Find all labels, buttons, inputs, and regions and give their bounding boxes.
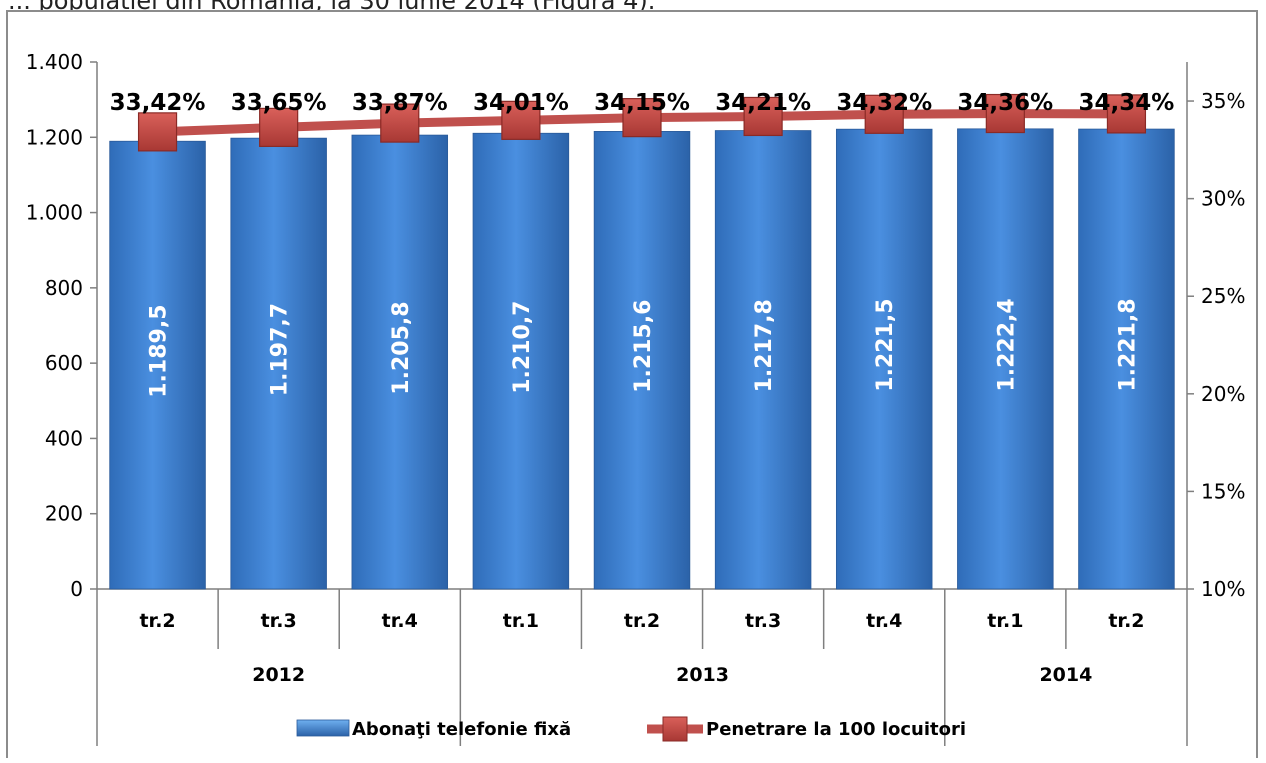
line-marker: [137, 112, 178, 152]
bar: [1078, 128, 1175, 590]
line-value-label: 34,36%: [957, 90, 1053, 116]
legend-label-line: Penetrare la 100 locuitori: [706, 719, 966, 740]
bar: [230, 137, 327, 590]
bar-value-label: 1.217,8: [752, 299, 777, 392]
bar-value-label: 1.210,7: [510, 300, 535, 393]
line-marker: [501, 100, 541, 140]
bar-value-label: 1.221,5: [873, 298, 898, 391]
header-text: ... populației din România, la 30 iunie …: [8, 0, 1258, 12]
bar: [109, 140, 206, 590]
x-tick-label: tr.2: [624, 610, 660, 632]
line-value-label: 34,21%: [715, 90, 811, 116]
legend-label-bars: Abonaţi telefonie fixă: [352, 719, 571, 740]
legend-bar-swatch: [296, 719, 350, 737]
line-value-label: 34,32%: [836, 90, 932, 116]
x-tick-label: tr.1: [503, 610, 539, 632]
y-left-tick-label: 0: [70, 577, 83, 601]
x-tick-label: tr.3: [745, 610, 781, 632]
y-left-tick-label: 400: [45, 426, 83, 450]
bar: [957, 128, 1054, 590]
bar-value-label: 1.215,6: [631, 300, 656, 393]
y-right-tick-label: 20%: [1201, 382, 1245, 406]
bar: [714, 130, 812, 590]
line-marker: [985, 93, 1025, 134]
legend: Abonaţi telefonie fixă Penetrare la 100 l…: [296, 716, 966, 742]
x-tick-label: tr.2: [139, 610, 175, 632]
data-labels: 1.189,5 1.197,7 1.205,8 1.210,7 1.215,6 1.217…: [110, 90, 1175, 398]
x-group-label: 2012: [252, 664, 305, 686]
line-marker: [1106, 94, 1147, 134]
bar-value-label: 1.197,7: [268, 303, 293, 396]
line-value-label: 34,34%: [1079, 90, 1175, 116]
y-left-tick-label: 1.200: [26, 125, 83, 149]
y-left-tick-label: 1.400: [26, 50, 83, 74]
line-value-label: 33,65%: [231, 90, 327, 116]
x-group-label: 2014: [1039, 664, 1092, 686]
y-left-tick-label: 1.000: [26, 201, 83, 225]
y-right-tick-label: 15%: [1201, 479, 1245, 503]
x-tick-label: tr.4: [866, 610, 902, 632]
chart-frame: [6, 10, 1258, 758]
y-right-tick-label: 25%: [1201, 284, 1245, 308]
bar: [472, 132, 570, 590]
x-tick-label: tr.4: [382, 610, 418, 632]
x-tick-label: tr.1: [987, 610, 1023, 632]
bar: [593, 131, 691, 590]
y-right-tick-label: 30%: [1201, 187, 1245, 211]
bar: [351, 134, 449, 590]
legend-marker-swatch: [662, 716, 688, 742]
x-tick-label: tr.2: [1108, 610, 1144, 632]
line-marker: [622, 98, 662, 138]
line-series: [137, 93, 1147, 152]
line-marker: [864, 94, 904, 134]
y-right-tick-label: 10%: [1201, 577, 1245, 601]
line-marker: [743, 96, 783, 137]
line-marker: [380, 103, 420, 143]
bar-value-label: 1.222,4: [994, 298, 1019, 391]
line-value-label: 33,42%: [110, 90, 206, 116]
x-group-label: 2013: [676, 664, 729, 686]
line-value-label: 34,15%: [594, 90, 690, 116]
y-left-tick-label: 600: [45, 351, 83, 375]
bar-value-label: 1.205,8: [389, 301, 414, 394]
bars: [109, 128, 1175, 590]
x-tick-label: tr.3: [261, 610, 297, 632]
line-marker: [259, 107, 299, 147]
line-value-label: 34,01%: [473, 90, 569, 116]
bar: [835, 128, 933, 590]
bar-value-label: 1.221,8: [1115, 298, 1140, 391]
y-right-tick-label: 35%: [1201, 89, 1245, 113]
y-left-tick-label: 800: [45, 276, 83, 300]
bar-value-label: 1.189,5: [147, 304, 172, 397]
y-left-tick-label: 200: [45, 502, 83, 526]
line-value-label: 33,87%: [352, 90, 448, 116]
